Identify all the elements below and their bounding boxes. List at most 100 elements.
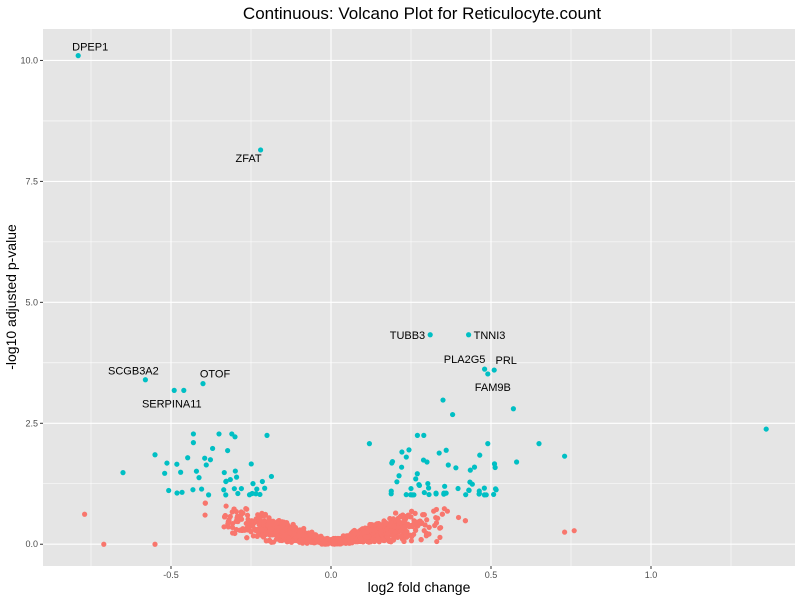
non-significant-gene-point xyxy=(256,517,263,523)
significant-gene-point xyxy=(403,454,409,460)
non-significant-gene-point xyxy=(358,536,364,542)
non-significant-gene-point xyxy=(435,515,441,521)
significant-gene-point xyxy=(174,490,180,496)
non-significant-gene-point xyxy=(221,514,228,520)
gene-label-tubb3: TUBB3 xyxy=(390,330,425,342)
significant-gene-point xyxy=(250,481,256,487)
significant-gene-point xyxy=(258,147,264,153)
non-significant-gene-point xyxy=(101,541,107,547)
gene-label-dpep1: DPEP1 xyxy=(72,42,108,54)
significant-gene-point xyxy=(196,475,202,481)
significant-gene-point xyxy=(171,387,177,393)
significant-gene-point xyxy=(174,461,180,467)
significant-gene-point xyxy=(396,473,402,479)
non-significant-gene-point xyxy=(281,521,287,527)
significant-gene-point xyxy=(477,452,483,458)
non-significant-gene-point xyxy=(398,533,405,539)
non-significant-gene-point xyxy=(401,538,407,545)
gene-label-tnni3: TNNI3 xyxy=(474,330,506,342)
non-significant-gene-point xyxy=(260,519,267,525)
gene-label-prl: PRL xyxy=(495,355,516,367)
gene-label-otof: OTOF xyxy=(200,369,231,381)
non-significant-gene-point xyxy=(250,533,256,539)
non-significant-gene-point xyxy=(439,511,445,517)
non-significant-gene-point xyxy=(249,523,255,529)
significant-gene-point xyxy=(254,486,260,492)
significant-gene-point xyxy=(467,467,473,473)
significant-gene-point xyxy=(253,491,259,497)
significant-gene-point xyxy=(399,449,405,455)
significant-gene-point xyxy=(562,453,568,459)
significant-gene-point xyxy=(238,485,244,492)
significant-gene-point xyxy=(421,489,427,496)
non-significant-gene-point xyxy=(244,535,250,541)
non-significant-gene-point xyxy=(243,506,249,512)
significant-gene-point xyxy=(425,480,431,487)
significant-gene-point xyxy=(394,479,400,485)
significant-gene-point xyxy=(442,483,448,489)
non-significant-gene-point xyxy=(285,535,292,541)
non-significant-gene-point xyxy=(364,534,370,540)
significant-gene-point xyxy=(427,332,433,338)
significant-gene-point xyxy=(453,465,459,471)
significant-gene-point xyxy=(190,487,196,493)
significant-gene-point xyxy=(181,387,187,393)
non-significant-gene-point xyxy=(240,510,246,516)
non-significant-gene-point xyxy=(273,520,280,526)
non-significant-gene-point xyxy=(391,524,397,530)
significant-gene-point xyxy=(235,490,241,497)
significant-gene-point xyxy=(142,377,148,383)
significant-gene-point xyxy=(414,432,420,438)
significant-gene-point xyxy=(433,490,439,496)
chart-title: Continuous: Volcano Plot for Reticulocyt… xyxy=(243,4,601,23)
significant-gene-point xyxy=(388,488,394,494)
non-significant-gene-point xyxy=(426,531,432,537)
non-significant-gene-point xyxy=(383,519,389,526)
non-significant-gene-point xyxy=(240,526,246,532)
major-gridlines xyxy=(43,29,795,566)
non-significant-gene-point xyxy=(375,535,381,541)
significant-gene-point xyxy=(399,464,405,470)
significant-gene-point xyxy=(75,53,81,59)
significant-gene-point xyxy=(223,492,229,498)
significant-gene-point xyxy=(481,485,487,491)
non-significant-gene-point xyxy=(273,529,279,535)
plot-panel xyxy=(43,29,795,566)
non-significant-gene-point xyxy=(352,530,358,537)
significant-gene-point xyxy=(763,426,769,432)
significant-points xyxy=(75,53,769,498)
non-significant-gene-point xyxy=(221,524,227,530)
significant-gene-point xyxy=(485,441,491,447)
significant-gene-point xyxy=(162,470,168,476)
non-significant-gene-point xyxy=(291,524,297,531)
significant-gene-point xyxy=(483,492,489,498)
non-significant-gene-point xyxy=(244,512,251,518)
y-tick-label: 2.5 xyxy=(25,418,38,428)
x-tick-label: 1.0 xyxy=(645,570,658,580)
y-axis: 0.0 2.5 5.0 7.5 10.0 xyxy=(20,55,43,549)
significant-gene-point xyxy=(232,468,238,474)
significant-gene-point xyxy=(185,455,191,461)
significant-gene-point xyxy=(232,434,238,440)
significant-gene-point xyxy=(491,491,497,498)
non-significant-gene-point xyxy=(400,512,406,518)
non-significant-gene-point xyxy=(381,537,387,543)
significant-gene-point xyxy=(203,462,209,468)
non-significant-gene-point xyxy=(412,527,419,533)
non-significant-gene-point xyxy=(401,519,407,525)
non-significant-gene-point xyxy=(311,533,317,539)
significant-gene-point xyxy=(268,473,275,480)
significant-gene-point xyxy=(485,371,491,377)
non-significant-gene-point xyxy=(562,529,568,535)
significant-gene-point xyxy=(466,487,472,493)
significant-gene-point xyxy=(198,486,205,492)
non-significant-gene-point xyxy=(409,508,415,514)
gene-label-zfat: ZFAT xyxy=(236,153,262,165)
significant-gene-point xyxy=(406,447,412,453)
non-significant-gene-point xyxy=(331,539,337,546)
significant-gene-point xyxy=(408,485,414,492)
significant-gene-point xyxy=(221,469,227,476)
significant-gene-point xyxy=(190,431,196,437)
non-significant-gene-point xyxy=(366,539,372,545)
